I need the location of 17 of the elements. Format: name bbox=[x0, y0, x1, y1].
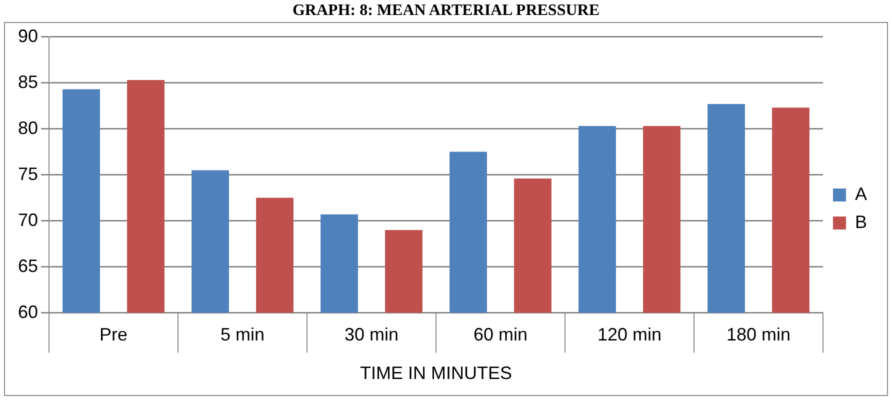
x-tick-label: 30 min bbox=[344, 324, 399, 345]
x-tick-label: 5 min bbox=[220, 324, 265, 345]
y-tick-label: 65 bbox=[18, 256, 38, 276]
x-axis-title: TIME IN MINUTES bbox=[360, 363, 512, 384]
chart-title: GRAPH: 8: MEAN ARTERIAL PRESSURE bbox=[291, 1, 601, 21]
x-tick-label: 120 min bbox=[597, 324, 662, 345]
x-tick-label: 60 min bbox=[473, 324, 528, 345]
y-tick-label: 60 bbox=[18, 302, 38, 322]
y-tick-label: 75 bbox=[18, 164, 38, 184]
y-tick-label: 85 bbox=[18, 72, 38, 92]
x-tick-label: 180 min bbox=[726, 324, 791, 345]
y-tick-label: 70 bbox=[18, 210, 38, 230]
legend-label: A bbox=[854, 184, 868, 204]
x-tick-label: Pre bbox=[100, 324, 128, 345]
y-tick-label: 80 bbox=[18, 118, 38, 138]
y-tick-label: 90 bbox=[18, 26, 38, 46]
legend-label: B bbox=[854, 212, 868, 232]
